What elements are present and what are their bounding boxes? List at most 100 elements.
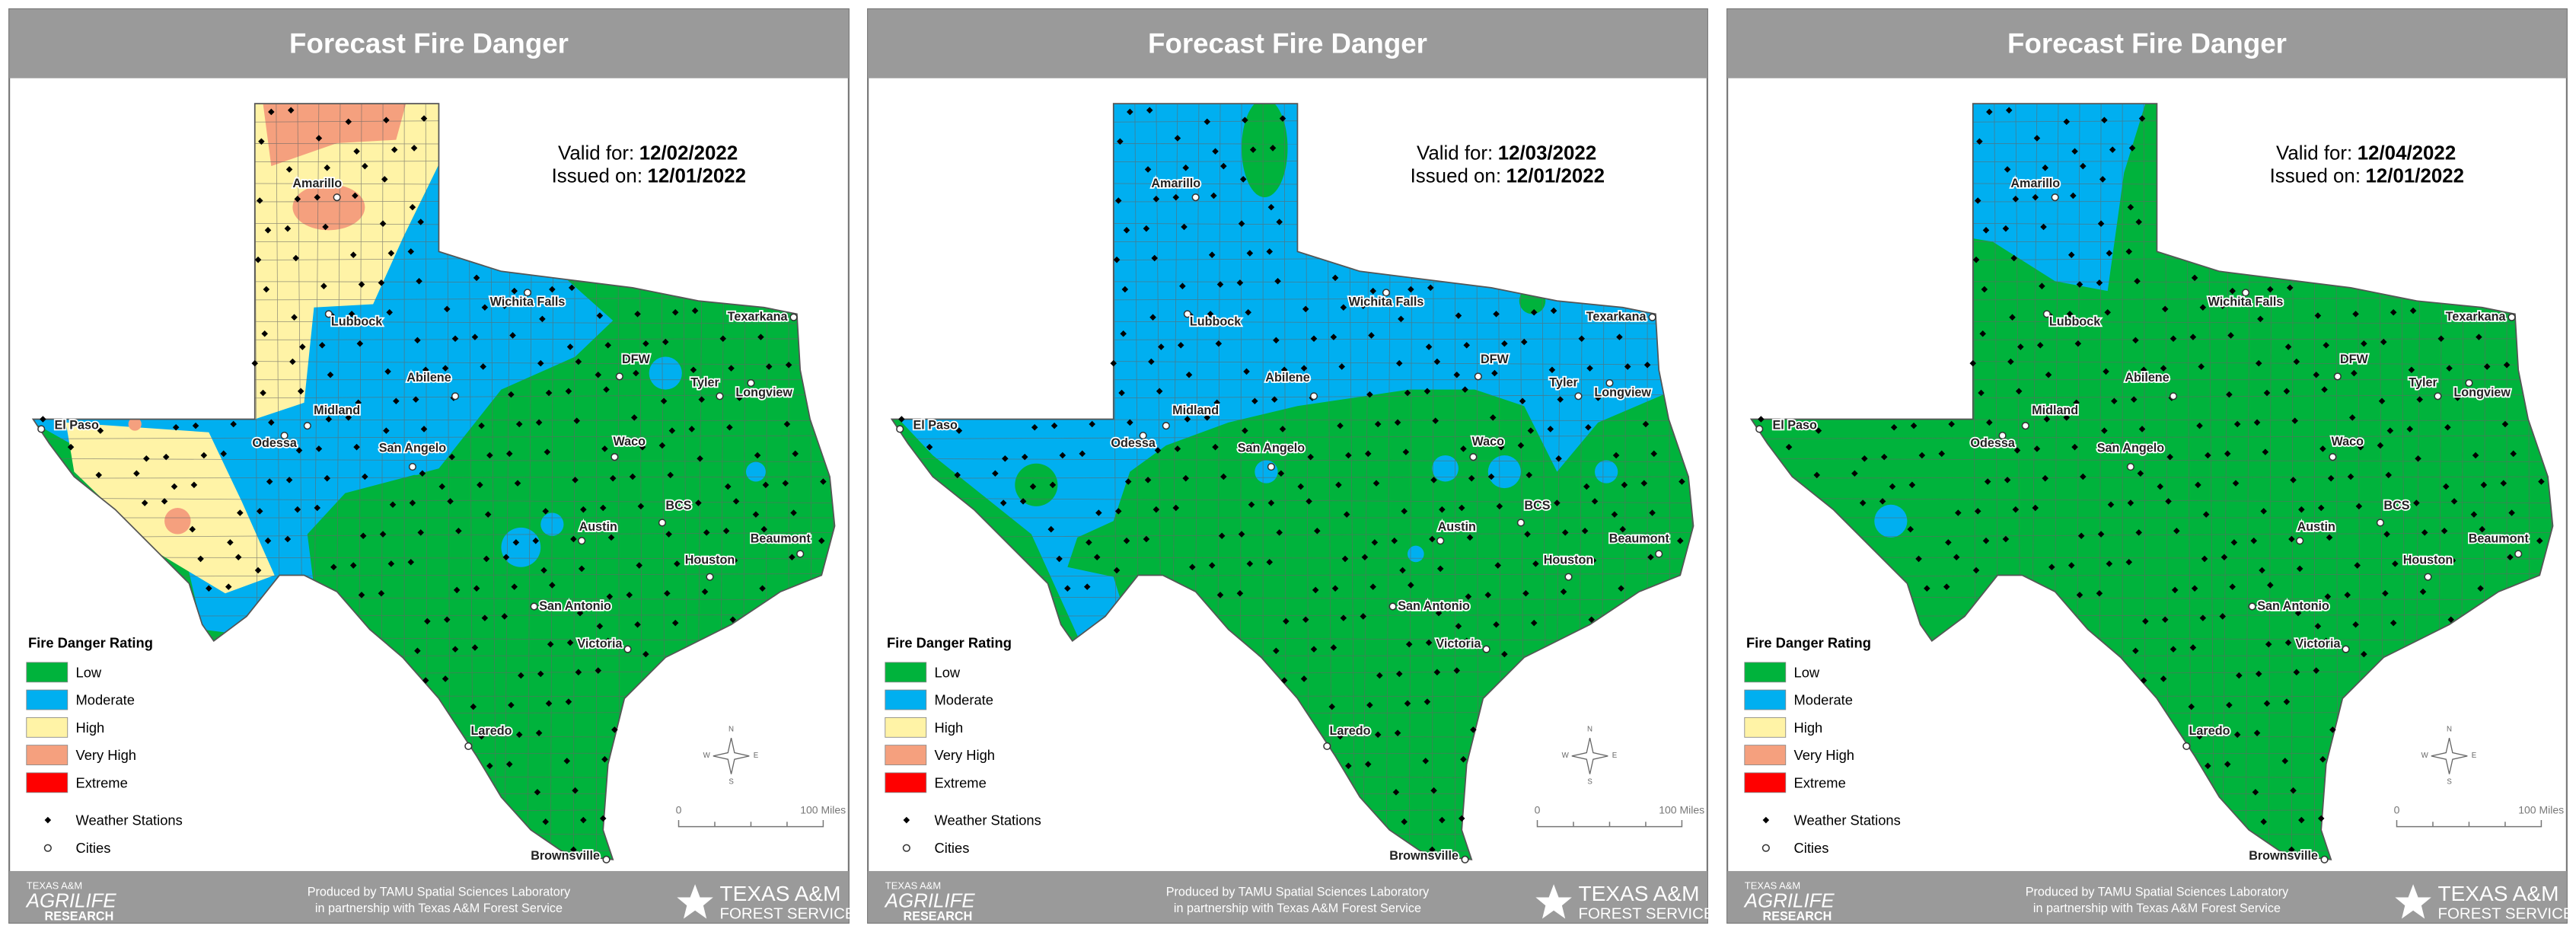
city-marker [1388, 602, 1397, 611]
legend-swatch [885, 717, 927, 738]
compass-letter: N [1587, 726, 1592, 734]
weather-station [2473, 393, 2481, 400]
compass-letter: N [728, 726, 734, 734]
issued-date: 12/01/2022 [2366, 166, 2465, 187]
weather-station [254, 567, 262, 574]
city-label: BCS [665, 499, 691, 512]
compass-letter: S [728, 778, 734, 787]
city-label: Midland [314, 404, 360, 417]
city-label: Victoria [1436, 637, 1481, 650]
rating-region [164, 508, 191, 535]
city-label: Texarkana [728, 310, 789, 324]
weather-station [509, 332, 516, 339]
weather-station [1242, 427, 1248, 434]
footer-credit: in partnership with Texas A&M Forest Ser… [315, 902, 563, 915]
weather-station [2106, 250, 2113, 257]
city-label: Beaumont [1609, 531, 1670, 545]
weather-station [2406, 426, 2414, 432]
county-line [891, 435, 1694, 439]
rating-region [65, 422, 275, 594]
weather-station [1302, 305, 1309, 313]
legend-swatch [1744, 662, 1787, 683]
weather-station [2077, 532, 2085, 539]
weather-station [1215, 340, 1223, 347]
weather-station [698, 396, 705, 403]
city-label: Lubbock [2049, 314, 2101, 328]
city-label: San Angelo [379, 442, 446, 455]
legend-swatch [885, 662, 927, 683]
city-marker [1469, 453, 1478, 461]
forest-service-logo-text: TEXAS A&M [1578, 882, 1699, 905]
weather-station [2076, 592, 2083, 598]
city-marker [2514, 550, 2523, 558]
forest-service-star [677, 884, 713, 919]
weather-station [2040, 223, 2047, 231]
issued-label: Issued on: [1411, 166, 1501, 187]
county-line [33, 476, 835, 479]
agrilife-logo-text: TEXAS A&M [27, 880, 82, 892]
weather-station [2288, 535, 2295, 543]
weather-station [2380, 338, 2387, 346]
rating-region [649, 356, 682, 390]
compass-rose [2431, 738, 2468, 774]
weather-station [1616, 334, 1623, 340]
weather-station [1273, 337, 1280, 344]
city-label: Tyler [2409, 375, 2437, 389]
scale-label: 100 Miles [2518, 803, 2564, 816]
weather-station [565, 388, 572, 395]
city-marker [333, 193, 341, 202]
weather-station [2226, 701, 2233, 709]
legend-swatch [26, 662, 69, 683]
rating-region [501, 527, 541, 567]
weather-station [2382, 589, 2389, 597]
scale-bar [2396, 820, 2543, 828]
city-marker [2333, 372, 2342, 381]
weather-station [2103, 368, 2109, 375]
county-line [891, 532, 1694, 538]
weather-station [1248, 501, 1255, 508]
valid-date: 12/02/2022 [639, 143, 738, 164]
agrilife-logo-text: AGRILIFE [25, 890, 117, 911]
valid-label: Valid for: [558, 143, 634, 164]
weather-station [251, 359, 259, 367]
forest-service-logo-text: TEXAS A&M [2437, 882, 2558, 905]
texas-base [33, 104, 835, 860]
scale-label: 100 Miles [1659, 803, 1704, 816]
valid-label: Valid for: [1417, 143, 1493, 164]
weather-station [1591, 498, 1599, 505]
weather-station [2449, 557, 2456, 564]
city-marker [1482, 645, 1490, 653]
agrilife-logo-text: RESEARCH [1763, 910, 1832, 924]
city-marker [747, 378, 755, 388]
weather-station [1049, 481, 1057, 489]
weather-station [2446, 365, 2453, 372]
city-marker [451, 392, 460, 401]
city-label: DFW [2340, 353, 2369, 366]
panel-title: Forecast Fire Danger [1148, 27, 1427, 59]
weather-station [414, 337, 421, 344]
county-line [1751, 497, 2553, 503]
legend-swatch [26, 717, 69, 738]
legend-label: Moderate [1794, 692, 1853, 708]
footer-bar [1727, 870, 2567, 923]
weather-station [671, 308, 679, 316]
weather-station [1114, 508, 1122, 515]
weather-station [2354, 562, 2361, 569]
city-label: Austin [2297, 520, 2335, 534]
city-marker [1564, 573, 1573, 581]
legend-label: Cities [935, 840, 970, 856]
city-label: San Angelo [1238, 442, 1305, 455]
city-label: Laredo [1330, 724, 1371, 738]
weather-station [2260, 818, 2267, 825]
weather-station [225, 583, 232, 590]
city-label: Brownsville [531, 849, 600, 863]
weather-station [2327, 474, 2335, 482]
legend-city-symbol [43, 844, 52, 852]
weather-station [1918, 452, 1926, 459]
weather-station [2503, 362, 2511, 369]
legend-label: Cities [76, 840, 111, 856]
footer-credit: in partnership with Texas A&M Forest Ser… [1174, 902, 1421, 915]
weather-station [345, 414, 352, 421]
city-marker [464, 742, 473, 751]
city-marker [37, 425, 46, 433]
